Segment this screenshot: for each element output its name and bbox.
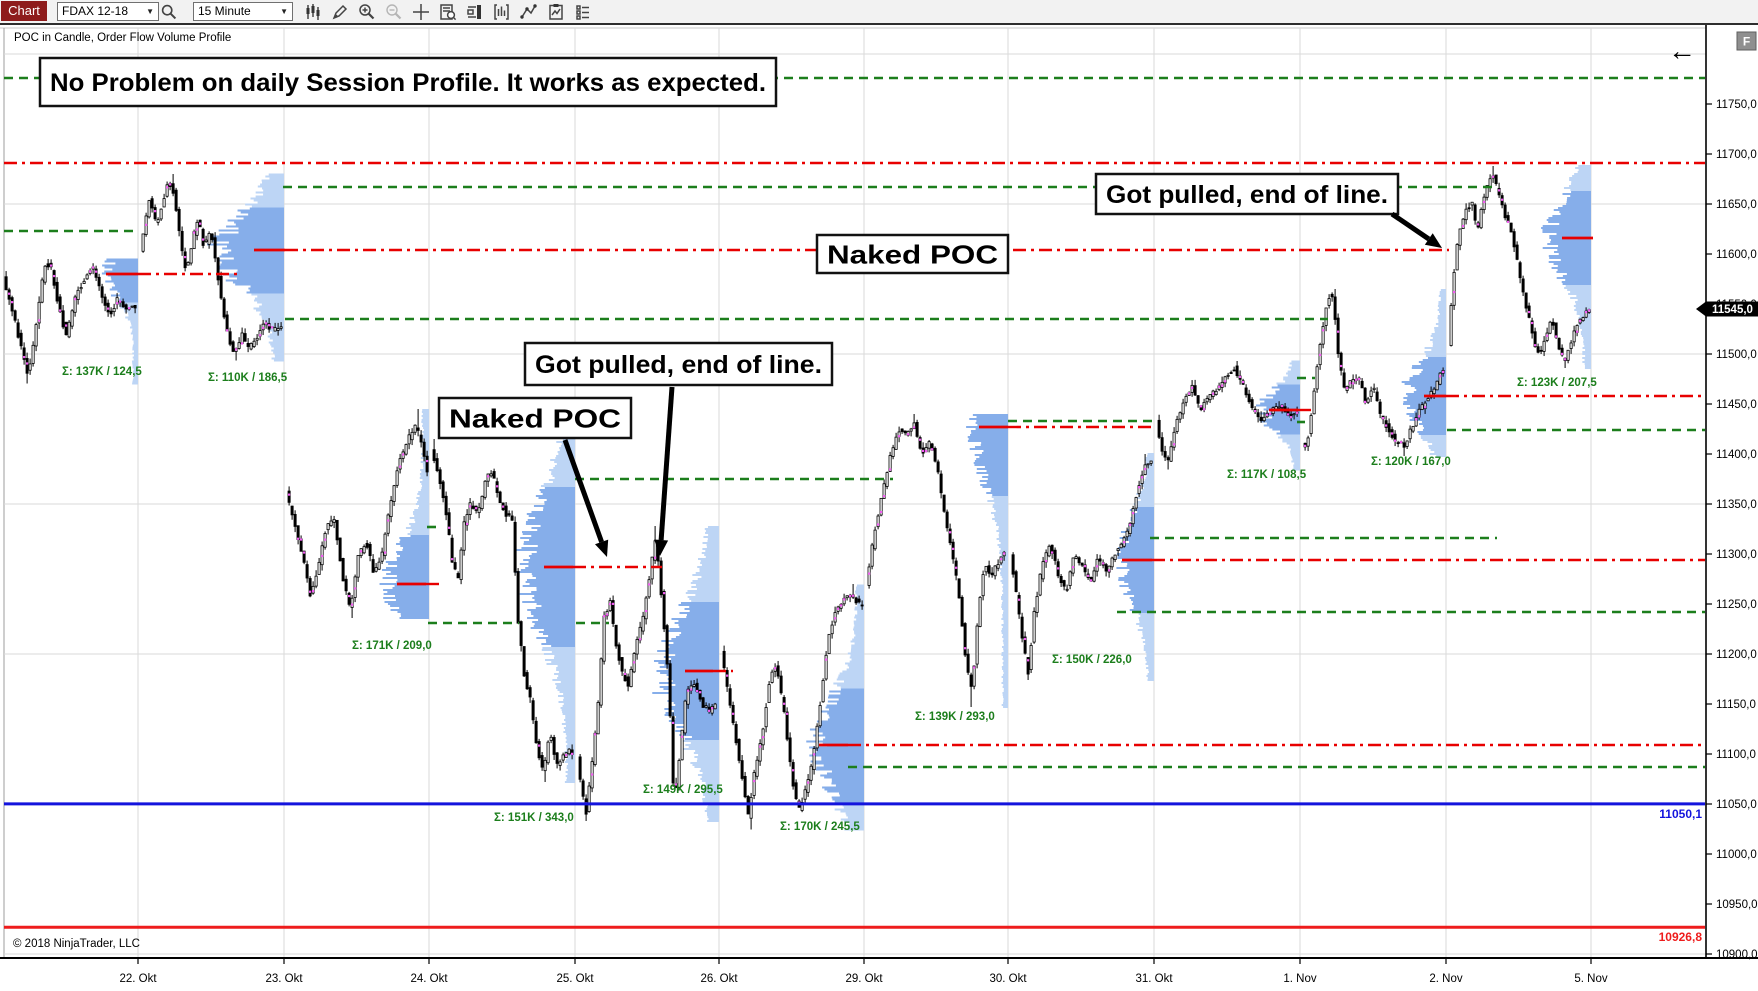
annotation-arrow <box>654 386 675 556</box>
scroll-to-latest-arrow-icon[interactable]: ← <box>1668 35 1696 66</box>
date-axis-label: 29. Okt <box>845 973 883 985</box>
session-sigma-label: Σ: 120K / 167,0 <box>1371 456 1451 468</box>
price-axis-label: 11600,0 <box>1716 249 1757 261</box>
focus-button[interactable]: F <box>1736 31 1757 51</box>
price-axis-label: 11350,0 <box>1716 499 1757 511</box>
session-sigma-label: Σ: 139K / 293,0 <box>915 711 995 723</box>
price-axis-label: 11300,0 <box>1716 549 1757 561</box>
note-naked-poc-1[interactable]: Naked POC <box>437 396 633 440</box>
date-axis-label: 2. Nov <box>1429 973 1462 985</box>
annotation-arrow <box>562 439 609 557</box>
zoom-in-icon[interactable] <box>358 3 376 21</box>
labels: 11050,1 10926,8 Σ: 137K / 124,5 Σ: 110K / 1… <box>13 32 1702 950</box>
session-sigma-label: Σ: 150K / 226,0 <box>1052 654 1132 666</box>
drawing-pencil-icon[interactable] <box>331 3 349 21</box>
support-line-price-label: 11050,1 <box>1659 807 1702 821</box>
price-axis-label: 11700,0 <box>1716 149 1757 161</box>
price-axis-label: 11050,0 <box>1716 799 1757 811</box>
note-got-pulled-2[interactable]: Got pulled, end of line. <box>1094 172 1400 216</box>
session-sigma-label: Σ: 151K / 343,0 <box>494 812 574 824</box>
svg-text:Got pulled, end of line.: Got pulled, end of line. <box>535 351 822 379</box>
chart-tab[interactable]: Chart <box>1 1 47 21</box>
price-axis-label: 10950,0 <box>1716 899 1758 911</box>
chart-title: POC in Candle, Order Flow Volume Profile <box>14 32 231 44</box>
current-price-label: 11545,0 <box>1712 304 1753 316</box>
date-axis-label: 25. Okt <box>556 973 594 985</box>
date-axis-label: 5. Nov <box>1574 973 1607 985</box>
svg-text:Naked POC: Naked POC <box>449 403 621 433</box>
strategy-clipboard-icon[interactable] <box>547 3 565 21</box>
candlestick-style-icon[interactable] <box>304 3 322 21</box>
svg-text:No Problem on daily Session Pr: No Problem on daily Session Profile. It … <box>50 69 766 97</box>
date-axis-label: 30. Okt <box>989 973 1027 985</box>
interval-dropdown[interactable]: 15 Minute ▼ <box>193 2 293 21</box>
price-axis-label: 10900,0 <box>1716 949 1758 961</box>
chart-panel-icon[interactable] <box>466 3 484 21</box>
price-axis-label: 11750,0 <box>1716 99 1757 111</box>
price-axis-label: 11450,0 <box>1716 399 1757 411</box>
toolbar-icons <box>304 3 592 21</box>
session-sigma-label: Σ: 170K / 245,5 <box>780 821 860 833</box>
chevron-down-icon: ▼ <box>146 7 154 16</box>
zoom-out-icon[interactable] <box>385 3 403 21</box>
search-icon[interactable] <box>160 3 178 21</box>
price-axis-label: 11650,0 <box>1716 199 1757 211</box>
line-tool-icon[interactable] <box>520 3 538 21</box>
price-axis-label: 11500,0 <box>1716 349 1757 361</box>
date-axis-label: 1. Nov <box>1283 973 1316 985</box>
price-axis-label: 11100,0 <box>1716 749 1756 761</box>
svg-text:F: F <box>1743 35 1750 49</box>
date-axis-label: 22. Okt <box>119 973 157 985</box>
interval-value: 15 Minute <box>198 4 251 18</box>
price-axis-label: 11200,0 <box>1716 649 1757 661</box>
chevron-down-icon: ▼ <box>280 7 288 16</box>
note-naked-poc-2[interactable]: Naked POC <box>815 233 1010 275</box>
date-axis-label: 24. Okt <box>410 973 448 985</box>
current-price-badge <box>1696 301 1758 317</box>
session-sigma-label: Σ: 137K / 124,5 <box>62 366 142 378</box>
price-axis-label: 11250,0 <box>1716 599 1757 611</box>
date-axis-label: 31. Okt <box>1135 973 1173 985</box>
note-got-pulled-1[interactable]: Got pulled, end of line. <box>523 341 834 387</box>
session-sigma-label: Σ: 110K / 186,5 <box>208 372 288 384</box>
copyright-label: © 2018 NinjaTrader, LLC <box>13 938 140 950</box>
candles <box>4 166 1591 830</box>
annotations[interactable]: No Problem on daily Session Profile. It … <box>38 56 1442 557</box>
session-sigma-label: Σ: 123K / 207,5 <box>1517 377 1597 389</box>
properties-list-icon[interactable] <box>574 3 592 21</box>
session-sigma-label: Σ: 149K / 295,5 <box>643 784 723 796</box>
date-axis-label: 26. Okt <box>700 973 738 985</box>
price-axis-label: 11400,0 <box>1716 449 1757 461</box>
bottom-line-price-label: 10926,8 <box>1659 930 1703 944</box>
volume-profiles <box>101 165 1591 831</box>
instrument-dropdown[interactable]: FDAX 12-18 ▼ <box>57 2 159 21</box>
axes: 11750,011700,011650,011600,011550,011500… <box>0 24 1758 991</box>
crosshair-icon[interactable] <box>412 3 430 21</box>
indicator-bars-icon[interactable] <box>493 3 511 21</box>
toolbar: Chart FDAX 12-18 ▼ 15 Minute ▼ <box>0 0 1758 25</box>
svg-text:Got pulled, end of line.: Got pulled, end of line. <box>1106 181 1388 209</box>
date-axis-label: 23. Okt <box>265 973 303 985</box>
session-sigma-label: Σ: 117K / 108,5 <box>1227 469 1307 481</box>
annotation-arrow <box>1390 211 1442 248</box>
data-box-icon[interactable] <box>439 3 457 21</box>
instrument-value: FDAX 12-18 <box>62 4 129 18</box>
session-sigma-label: Σ: 171K / 209,0 <box>352 640 432 652</box>
svg-text:Naked POC: Naked POC <box>827 239 998 269</box>
note-session-profile[interactable]: No Problem on daily Session Profile. It … <box>38 56 778 108</box>
price-axis-label: 11150,0 <box>1716 699 1756 711</box>
price-axis-label: 11000,0 <box>1716 849 1757 861</box>
